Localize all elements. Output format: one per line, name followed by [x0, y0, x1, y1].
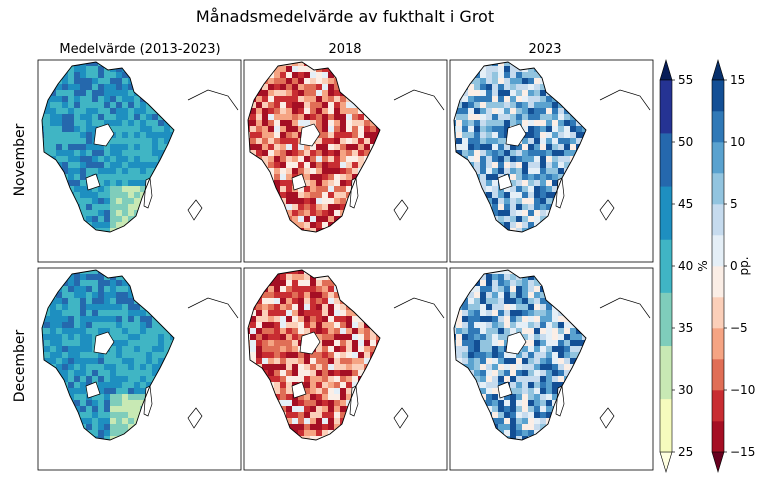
island-shape [555, 177, 565, 209]
island-shape [393, 407, 409, 429]
colorbar-segment [712, 328, 724, 360]
column-title-mean: Medelvärde (2013-2023) [59, 42, 220, 57]
row-title-december: December [12, 329, 28, 402]
coastline [599, 89, 651, 111]
map-panel-november-2023 [449, 59, 654, 263]
colorbar-tick-label: 50 [678, 135, 693, 149]
panel-frame [243, 59, 448, 263]
colorbar-tick-label: 55 [678, 73, 693, 87]
lake-shape [505, 331, 527, 355]
colorbar-tick-label: 35 [678, 321, 693, 335]
island-shape [143, 177, 153, 209]
panel-frame [243, 267, 448, 471]
colorbar-percent: 25 30 35 40 45 50 55 [659, 58, 693, 474]
coastline [187, 297, 239, 319]
coastline [453, 61, 587, 233]
panel-frame [37, 267, 242, 471]
colorbar-tick-label: 10 [730, 135, 745, 149]
colorbar-extend-high [659, 58, 673, 81]
colorbar-tick-label: 15 [730, 73, 745, 87]
coastline [247, 61, 381, 233]
coastline [599, 297, 651, 319]
colorbar-segment [712, 204, 724, 236]
colorbar-tick-label: 45 [678, 197, 693, 211]
panel-frame [37, 59, 242, 263]
lake-shape [497, 381, 513, 399]
colorbar-segment [712, 421, 724, 453]
lake-shape [291, 173, 307, 191]
colorbar-segment [660, 186, 672, 240]
row-title-november: November [12, 123, 28, 196]
colorbar-segment [712, 142, 724, 174]
island-shape [555, 385, 565, 417]
column-title-2018: 2018 [328, 42, 361, 57]
colorbar-segment [660, 345, 672, 400]
coastline [41, 269, 175, 441]
colorbar-tick-label: 0 [730, 259, 738, 273]
map-panel-november-2018 [243, 59, 448, 263]
coastline [187, 89, 239, 111]
colorbar-tick-label: 30 [678, 383, 693, 397]
colorbar-pp: −15 −10 −5 0 5 10 15 [711, 58, 755, 474]
colorbar-tick-label: 5 [730, 197, 738, 211]
colorbar-tick-label: 25 [678, 445, 693, 459]
island-shape [349, 177, 359, 209]
coastline [393, 297, 445, 319]
colorbar-segment [712, 173, 724, 205]
island-shape [599, 199, 615, 221]
colorbar-pp-label: pp. [737, 256, 751, 275]
colorbar-extend-low [711, 451, 725, 474]
colorbar-percent-label: % [696, 260, 710, 271]
island-shape [599, 407, 615, 429]
lake-shape [505, 123, 527, 147]
column-title-2023: 2023 [528, 42, 561, 57]
colorbar-segment [712, 235, 724, 267]
colorbar-segment [712, 390, 724, 422]
map-panel-december-2023 [449, 267, 654, 471]
lake-shape [85, 173, 101, 191]
island-shape [187, 407, 203, 429]
island-shape [349, 385, 359, 417]
coastline [453, 269, 587, 441]
panel-frame [449, 267, 654, 471]
colorbar-tick-label: 40 [678, 259, 693, 273]
panel-frame [449, 59, 654, 263]
colorbar-segment [712, 111, 724, 143]
colorbar-segment [712, 266, 724, 298]
lake-shape [299, 123, 321, 147]
colorbar-segment [712, 297, 724, 329]
colorbar-segment [660, 133, 672, 187]
colorbar-tick-label: −5 [730, 321, 748, 335]
lake-shape [299, 331, 321, 355]
colorbar-segment [660, 398, 672, 453]
colorbar-tick-label: −15 [730, 445, 755, 459]
coastline [41, 61, 175, 233]
island-shape [187, 199, 203, 221]
coastline [247, 269, 381, 441]
colorbar-segment [712, 359, 724, 391]
coastline [393, 89, 445, 111]
island-shape [393, 199, 409, 221]
colorbar-segment [712, 80, 724, 112]
figure-title: Månadsmedelvärde av fukthalt i Grot [196, 7, 494, 26]
map-panels [37, 59, 654, 471]
map-panel-december-mean [37, 267, 242, 471]
lake-shape [93, 123, 115, 147]
colorbar-segment [660, 239, 672, 293]
colorbar-segment [660, 292, 672, 347]
colorbar-tick-label: −10 [730, 383, 755, 397]
lake-shape [93, 331, 115, 355]
map-panel-december-2018 [243, 267, 448, 471]
lake-shape [291, 381, 307, 399]
colorbar-extend-low [659, 451, 673, 474]
lake-shape [85, 381, 101, 399]
island-shape [143, 385, 153, 417]
lake-shape [497, 173, 513, 191]
colorbar-segment [660, 80, 672, 134]
colorbar-extend-high [711, 58, 725, 81]
map-panel-november-mean [37, 59, 242, 263]
